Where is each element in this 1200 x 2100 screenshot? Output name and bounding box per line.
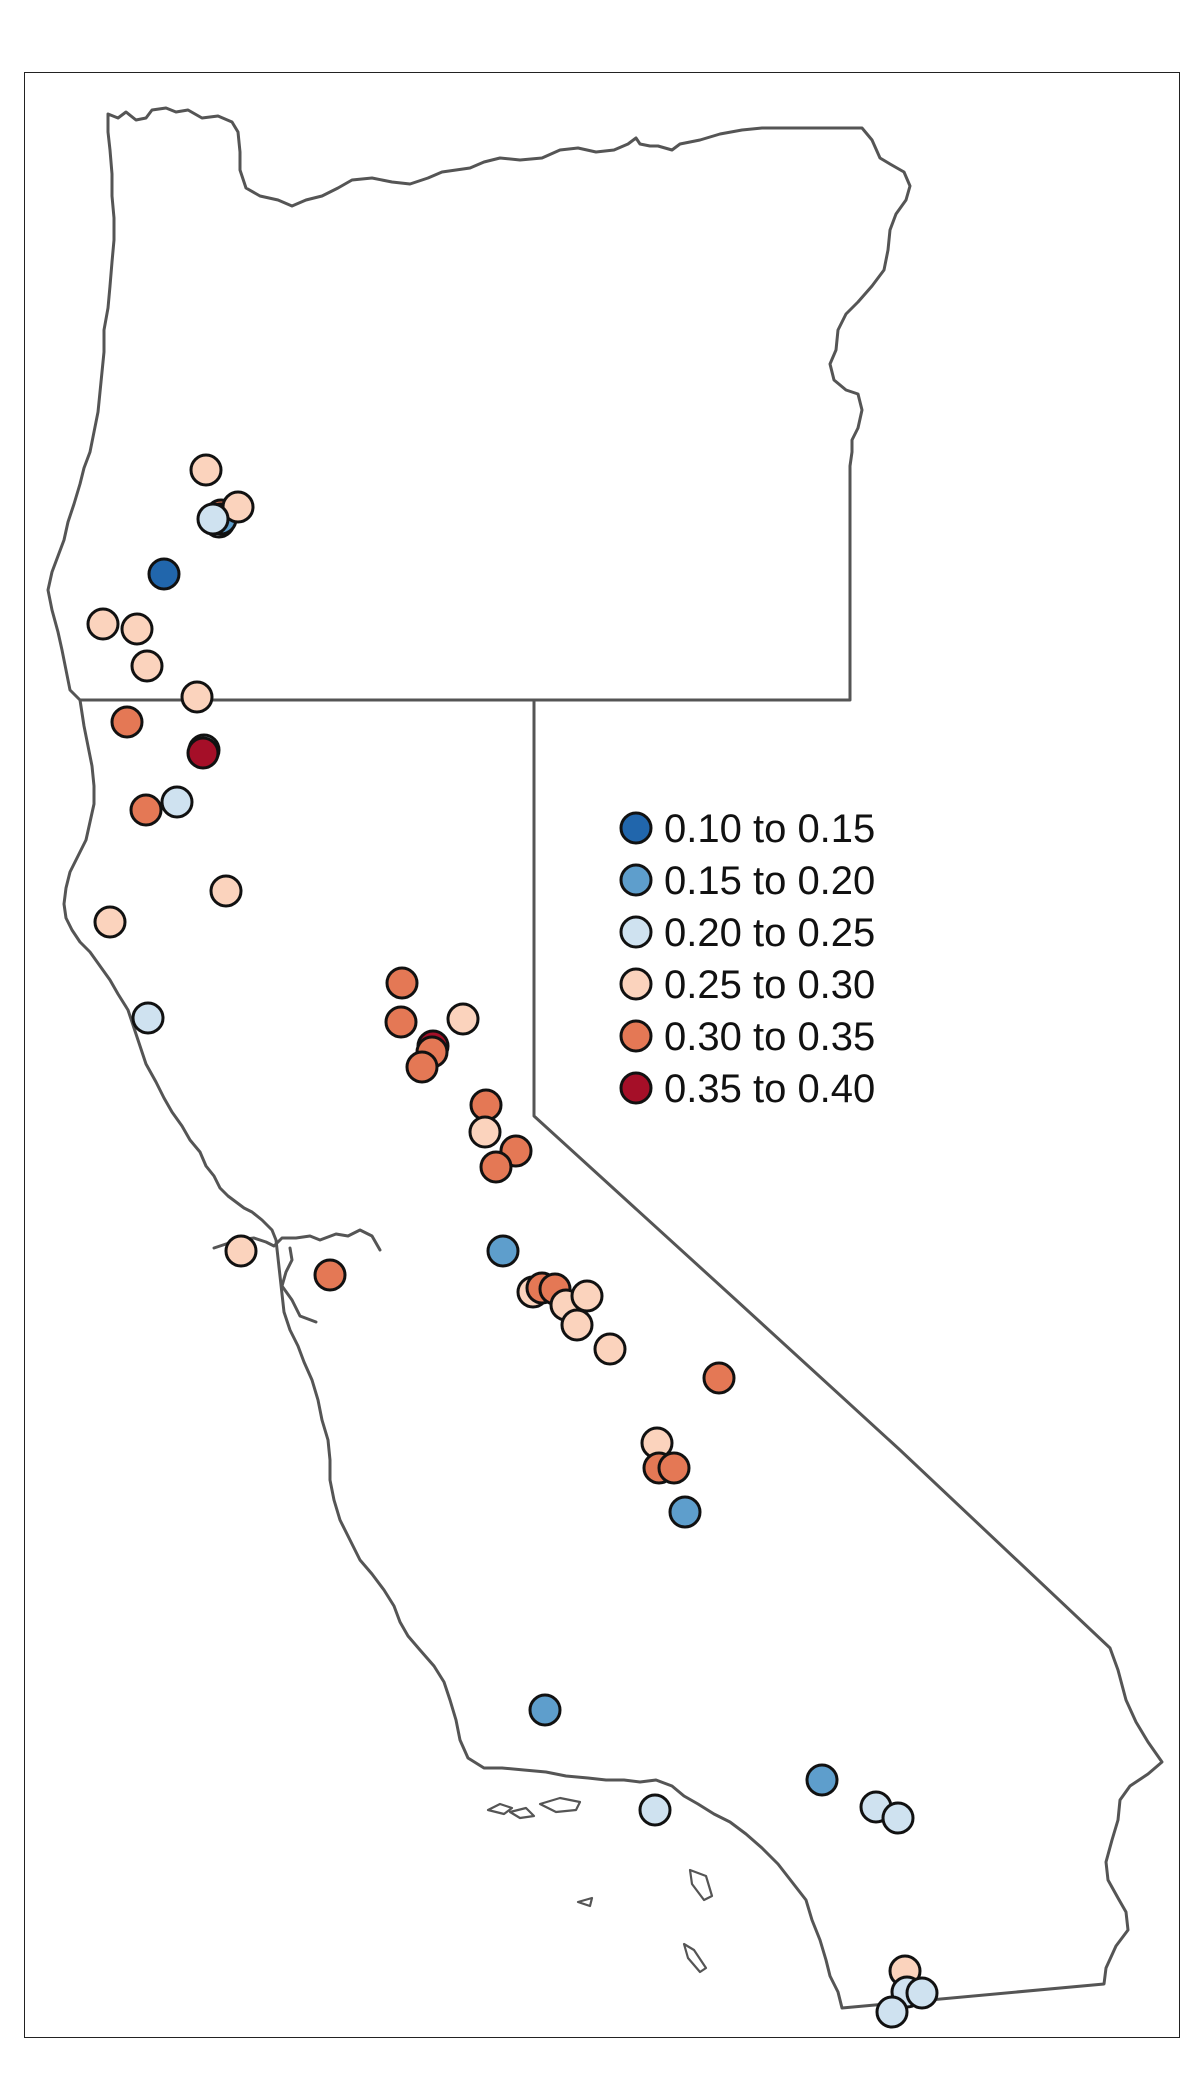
island — [688, 1868, 714, 1902]
site-marker — [86, 607, 120, 641]
legend-label: 0.25 to 0.30 — [664, 963, 875, 1007]
site-marker — [405, 1050, 439, 1084]
site-marker — [875, 1995, 909, 2029]
legend-swatch — [619, 1019, 653, 1053]
map-frame — [24, 72, 1180, 2038]
site-marker — [385, 966, 419, 1000]
site-marker — [560, 1308, 594, 1342]
site-marker — [486, 1234, 520, 1268]
site-marker — [668, 1495, 702, 1529]
legend-item: 0.20 to 0.25 — [619, 911, 875, 955]
site-marker — [570, 1279, 604, 1313]
legend-item: 0.15 to 0.20 — [619, 859, 875, 903]
site-marker — [313, 1258, 347, 1292]
site-marker — [384, 1005, 418, 1039]
state-outline-oregon — [46, 106, 912, 702]
site-marker — [593, 1332, 627, 1366]
island — [508, 1806, 536, 1820]
site-marker — [905, 1976, 939, 2010]
site-marker — [147, 557, 181, 591]
site-marker — [186, 736, 220, 770]
site-marker — [131, 1001, 165, 1035]
site-marker — [469, 1088, 503, 1122]
site-marker — [130, 649, 164, 683]
site-marker — [180, 680, 214, 714]
legend-label: 0.35 to 0.40 — [664, 1067, 875, 1111]
site-marker — [209, 874, 243, 908]
site-marker — [881, 1801, 915, 1835]
site-marker — [110, 705, 144, 739]
site-marker — [129, 793, 163, 827]
legend-item: 0.10 to 0.15 — [619, 807, 875, 851]
site-marker — [805, 1763, 839, 1797]
island — [576, 1896, 594, 1908]
legend-label: 0.20 to 0.25 — [664, 911, 875, 955]
site-marker — [479, 1150, 513, 1184]
island — [486, 1802, 514, 1816]
site-marker — [468, 1115, 502, 1149]
legend: 0.10 to 0.15 0.15 to 0.20 0.20 to 0.25 0.25… — [619, 807, 875, 1111]
legend-swatch — [619, 863, 653, 897]
island — [682, 1942, 708, 1974]
legend-swatch — [619, 811, 653, 845]
legend-item: 0.30 to 0.35 — [619, 1015, 875, 1059]
site-marker — [93, 905, 127, 939]
site-marker — [196, 502, 230, 536]
site-marker — [702, 1361, 736, 1395]
state-outline-california — [62, 698, 1164, 2010]
island — [538, 1796, 582, 1814]
site-marker — [528, 1693, 562, 1727]
legend-swatch — [619, 1071, 653, 1105]
legend-label: 0.10 to 0.15 — [664, 807, 875, 851]
sites-layer — [86, 453, 939, 2029]
site-marker — [189, 453, 223, 487]
legend-swatch — [619, 915, 653, 949]
site-marker — [160, 785, 194, 819]
site-marker — [120, 612, 154, 646]
legend-label: 0.15 to 0.20 — [664, 859, 875, 903]
site-marker — [224, 1234, 258, 1268]
legend-label: 0.30 to 0.35 — [664, 1015, 875, 1059]
site-marker — [657, 1451, 691, 1485]
legend-item: 0.25 to 0.30 — [619, 963, 875, 1007]
site-marker — [446, 1002, 480, 1036]
site-marker — [638, 1793, 672, 1827]
legend-swatch — [619, 967, 653, 1001]
legend-item: 0.35 to 0.40 — [619, 1067, 875, 1111]
